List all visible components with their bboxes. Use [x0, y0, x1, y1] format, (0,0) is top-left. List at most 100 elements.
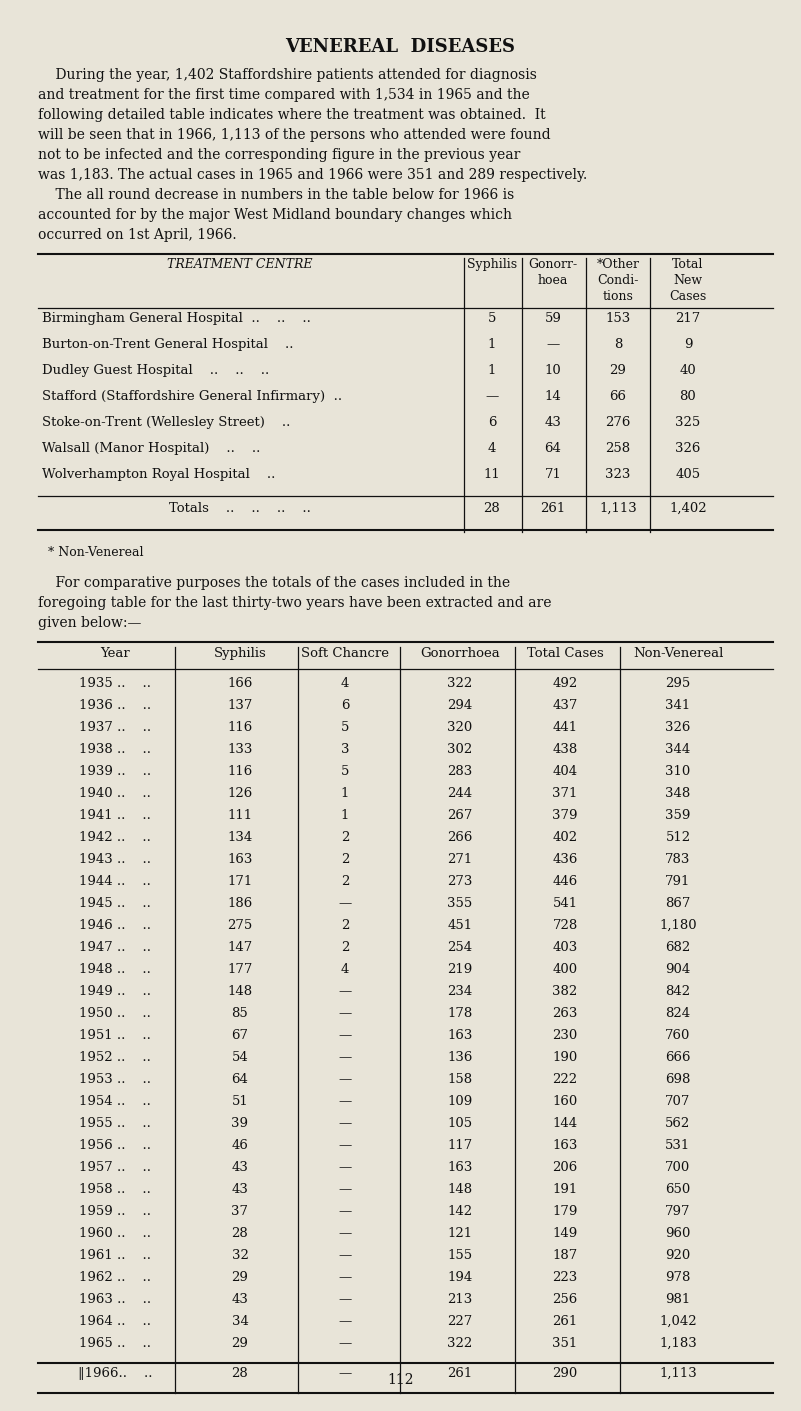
Text: foregoing table for the last thirty-two years have been extracted and are: foregoing table for the last thirty-two …	[38, 595, 552, 610]
Text: 85: 85	[231, 1007, 248, 1020]
Text: 137: 137	[227, 698, 252, 713]
Text: Condi-: Condi-	[598, 274, 638, 286]
Text: 371: 371	[553, 787, 578, 800]
Text: 1950 ..    ..: 1950 .. ..	[79, 1007, 151, 1020]
Text: 326: 326	[666, 721, 690, 734]
Text: 2: 2	[340, 831, 349, 844]
Text: 1941 ..    ..: 1941 .. ..	[79, 809, 151, 823]
Text: Total Cases: Total Cases	[526, 648, 603, 660]
Text: 5: 5	[340, 721, 349, 734]
Text: Burton-on-Trent General Hospital    ..: Burton-on-Trent General Hospital ..	[42, 339, 293, 351]
Text: 2: 2	[340, 941, 349, 954]
Text: 290: 290	[553, 1367, 578, 1380]
Text: 43: 43	[231, 1161, 248, 1174]
Text: Non-Venereal: Non-Venereal	[633, 648, 723, 660]
Text: 400: 400	[553, 962, 578, 976]
Text: —: —	[338, 1051, 352, 1064]
Text: accounted for by the major West Midland boundary changes which: accounted for by the major West Midland …	[38, 207, 512, 222]
Text: 10: 10	[545, 364, 562, 377]
Text: 153: 153	[606, 312, 630, 325]
Text: 320: 320	[448, 721, 473, 734]
Text: Dudley Guest Hospital    ..    ..    ..: Dudley Guest Hospital .. .. ..	[42, 364, 269, 377]
Text: not to be infected and the corresponding figure in the previous year: not to be infected and the corresponding…	[38, 148, 521, 162]
Text: 64: 64	[231, 1072, 248, 1086]
Text: —: —	[338, 1249, 352, 1261]
Text: 1952 ..    ..: 1952 .. ..	[79, 1051, 151, 1064]
Text: 29: 29	[231, 1338, 248, 1350]
Text: 222: 222	[553, 1072, 578, 1086]
Text: 186: 186	[227, 897, 252, 910]
Text: 1937 ..    ..: 1937 .. ..	[79, 721, 151, 734]
Text: 244: 244	[448, 787, 473, 800]
Text: 4: 4	[340, 677, 349, 690]
Text: 111: 111	[227, 809, 252, 823]
Text: TREATMENT CENTRE: TREATMENT CENTRE	[167, 258, 312, 271]
Text: 978: 978	[666, 1271, 690, 1284]
Text: 1944 ..    ..: 1944 .. ..	[79, 875, 151, 888]
Text: 2: 2	[340, 875, 349, 888]
Text: 148: 148	[227, 985, 252, 998]
Text: 112: 112	[387, 1373, 414, 1387]
Text: Walsall (Manor Hospital)    ..    ..: Walsall (Manor Hospital) .. ..	[42, 442, 260, 454]
Text: 163: 163	[553, 1139, 578, 1151]
Text: 1949 ..    ..: 1949 .. ..	[79, 985, 151, 998]
Text: 446: 446	[553, 875, 578, 888]
Text: 1955 ..    ..: 1955 .. ..	[79, 1118, 151, 1130]
Text: 39: 39	[231, 1118, 248, 1130]
Text: 920: 920	[666, 1249, 690, 1261]
Text: 121: 121	[448, 1228, 473, 1240]
Text: 294: 294	[448, 698, 473, 713]
Text: Year: Year	[100, 648, 130, 660]
Text: —: —	[338, 1271, 352, 1284]
Text: 149: 149	[553, 1228, 578, 1240]
Text: 29: 29	[231, 1271, 248, 1284]
Text: Total: Total	[672, 258, 704, 271]
Text: 126: 126	[227, 787, 252, 800]
Text: 1951 ..    ..: 1951 .. ..	[79, 1029, 151, 1041]
Text: 43: 43	[231, 1292, 248, 1307]
Text: * Non-Venereal: * Non-Venereal	[48, 546, 143, 559]
Text: 148: 148	[448, 1182, 473, 1197]
Text: 11: 11	[484, 468, 501, 481]
Text: 1,180: 1,180	[659, 919, 697, 933]
Text: 441: 441	[553, 721, 578, 734]
Text: Gonorrhoea: Gonorrhoea	[421, 648, 500, 660]
Text: 1,183: 1,183	[659, 1338, 697, 1350]
Text: 1935 ..    ..: 1935 .. ..	[79, 677, 151, 690]
Text: 310: 310	[666, 765, 690, 777]
Text: Gonorr-: Gonorr-	[529, 258, 578, 271]
Text: 191: 191	[553, 1182, 578, 1197]
Text: 451: 451	[448, 919, 473, 933]
Text: 64: 64	[545, 442, 562, 454]
Text: 1965 ..    ..: 1965 .. ..	[79, 1338, 151, 1350]
Text: 1961 ..    ..: 1961 .. ..	[79, 1249, 151, 1261]
Text: 34: 34	[231, 1315, 248, 1328]
Text: 492: 492	[553, 677, 578, 690]
Text: 824: 824	[666, 1007, 690, 1020]
Text: 382: 382	[553, 985, 578, 998]
Text: 541: 541	[553, 897, 578, 910]
Text: 4: 4	[488, 442, 496, 454]
Text: —: —	[338, 1118, 352, 1130]
Text: —: —	[338, 1367, 352, 1380]
Text: 9: 9	[684, 339, 692, 351]
Text: —: —	[546, 339, 560, 351]
Text: 275: 275	[227, 919, 252, 933]
Text: 227: 227	[448, 1315, 473, 1328]
Text: 105: 105	[448, 1118, 473, 1130]
Text: For comparative purposes the totals of the cases included in the: For comparative purposes the totals of t…	[38, 576, 510, 590]
Text: 80: 80	[679, 389, 696, 404]
Text: 134: 134	[227, 831, 252, 844]
Text: —: —	[338, 1338, 352, 1350]
Text: 791: 791	[666, 875, 690, 888]
Text: 1939 ..    ..: 1939 .. ..	[79, 765, 151, 777]
Text: 1,042: 1,042	[659, 1315, 697, 1328]
Text: was 1,183. The actual cases in 1965 and 1966 were 351 and 289 respectively.: was 1,183. The actual cases in 1965 and …	[38, 168, 587, 182]
Text: 650: 650	[666, 1182, 690, 1197]
Text: 213: 213	[448, 1292, 473, 1307]
Text: 1936 ..    ..: 1936 .. ..	[79, 698, 151, 713]
Text: tions: tions	[602, 291, 634, 303]
Text: 323: 323	[606, 468, 630, 481]
Text: —: —	[338, 1182, 352, 1197]
Text: 206: 206	[553, 1161, 578, 1174]
